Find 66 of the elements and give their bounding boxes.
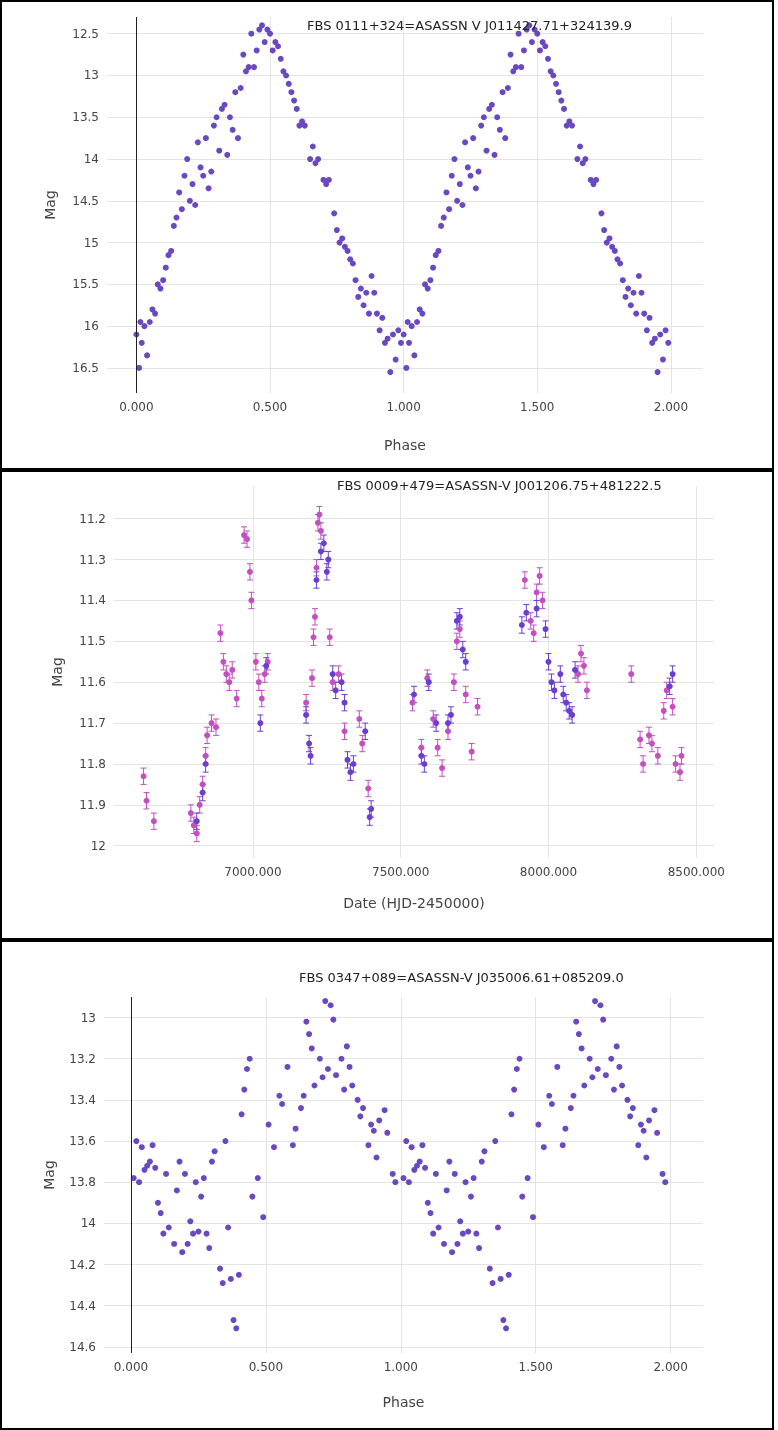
y-tick-label: 14.6 (69, 1339, 96, 1354)
x-axis-title: Phase (384, 437, 426, 453)
y-tick-label: 11.3 (79, 552, 106, 567)
y-tick-label: 13.8 (69, 1175, 96, 1190)
y-tick-label: 15 (83, 235, 99, 250)
y-tick-label: 11.2 (79, 511, 106, 526)
point (257, 720, 264, 727)
point (545, 658, 552, 665)
point (551, 687, 558, 694)
x-tick-label: 1.000 (383, 1360, 418, 1374)
y-tick-label: 13.4 (69, 1092, 96, 1107)
point (569, 711, 576, 718)
y-tick-label: 13.2 (69, 1051, 96, 1066)
y-tick-label: 11.9 (79, 797, 106, 812)
x-tick-label: 2.000 (653, 1360, 688, 1374)
x-tick-label: 1.000 (386, 400, 421, 414)
y-tick-label: 16.5 (72, 360, 99, 375)
y-tick-label: 12.5 (72, 26, 99, 41)
y-tick-label: 14 (80, 1216, 96, 1231)
y-tick-label: 11.5 (79, 634, 106, 649)
point (317, 548, 324, 555)
point (542, 626, 549, 633)
y-tick-label: 12 (90, 838, 106, 853)
y-tick-label: 13 (83, 68, 99, 83)
y-tick-label: 13.5 (72, 110, 99, 125)
x-tick-label: 1.500 (520, 400, 555, 414)
x-tick-label: 0.500 (252, 400, 288, 414)
point (523, 609, 530, 616)
point (453, 617, 460, 624)
x-tick-label: 0.000 (113, 1360, 149, 1374)
x-tick-label: 0.500 (248, 1360, 284, 1374)
chart-title: FBS 0111+324=ASASSN V J011427.71+324139.9 (307, 18, 632, 33)
point (421, 760, 428, 767)
point (557, 671, 564, 678)
y-axis-title: Mag (41, 1160, 57, 1190)
y-tick-label: 14 (83, 152, 99, 167)
point (533, 605, 540, 612)
x-tick-label: 7500.000 (372, 865, 430, 879)
x-tick-label: 1.500 (518, 1360, 553, 1374)
y-tick-label: 11.4 (79, 593, 106, 608)
x-tick-label: 2.000 (653, 400, 689, 414)
point (459, 646, 466, 653)
point (362, 728, 369, 735)
x-tick-label: 0.000 (119, 400, 154, 414)
point (350, 760, 357, 767)
chart-title: FBS 0009+479=ASASSN-V J001206.75+481222.5 (337, 478, 662, 493)
y-axis-title: Mag (49, 657, 65, 687)
y-tick-label: 14.4 (69, 1298, 96, 1313)
y-tick-label: 11.8 (79, 756, 106, 771)
point (433, 720, 440, 727)
point (518, 621, 525, 628)
x-tick-label: 7000.000 (224, 865, 282, 879)
y-tick-label: 16 (83, 319, 99, 334)
chart-title: FBS 0347+089=ASASSN-V J035006.61+085209.0 (299, 970, 624, 985)
x-tick-label: 8000.000 (519, 865, 578, 879)
x-axis-title: Phase (382, 1394, 425, 1410)
y-tick-label: 15.5 (72, 277, 99, 292)
y-tick-label: 13 (80, 1010, 96, 1025)
y-tick-label: 11.7 (79, 716, 106, 731)
y-tick-label: 14.5 (72, 193, 99, 208)
y-tick-label: 13.6 (69, 1134, 96, 1149)
y-axis-title: Mag (42, 190, 58, 220)
y-tick-label: 14.2 (69, 1257, 96, 1272)
x-axis-title: Date (HJD-2450000) (343, 895, 485, 911)
x-tick-label: 8500.000 (667, 865, 725, 879)
y-tick-label: 11.6 (79, 675, 106, 690)
